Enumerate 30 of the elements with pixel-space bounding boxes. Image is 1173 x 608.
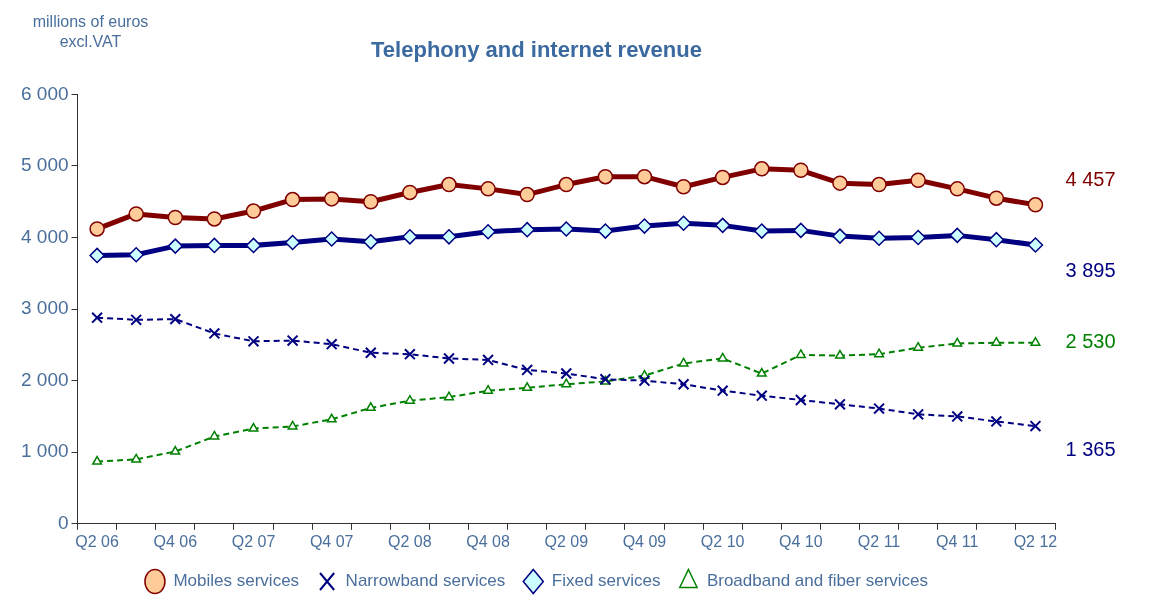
- x-tick-label: Q4 08: [466, 532, 510, 550]
- data-label: 3 895: [1065, 258, 1116, 281]
- x-tick-label: Q2 08: [388, 532, 432, 550]
- x-tick-label: Q4 09: [622, 532, 667, 550]
- x-tick-label: Q4 10: [779, 532, 823, 550]
- legend-label: Fixed services: [551, 571, 661, 591]
- x-tick-label: Q4 11: [936, 532, 979, 550]
- y-axis-title: millions of euros excl.VAT: [31, 12, 150, 52]
- x-tick-label: Q2 09: [544, 532, 589, 550]
- y-tick-label: 1 000: [21, 440, 69, 462]
- x-tick-label: Q4 07: [309, 532, 354, 550]
- x-tick-label: Q2 06: [75, 532, 119, 550]
- y-tick-label: 4 000: [21, 225, 69, 247]
- y-tick-label: 2 000: [21, 368, 69, 390]
- x-tick-label: Q2 10: [700, 532, 745, 550]
- legend-label: Mobiles services: [173, 571, 300, 591]
- x-tick-label: Q4 06: [153, 532, 198, 550]
- y-tick-label: 3 000: [21, 297, 69, 319]
- x-tick-label: Q2 11: [857, 532, 901, 550]
- x-tick-label: Q2 12: [1013, 532, 1058, 550]
- chart-title: Telephony and internet revenue: [371, 37, 702, 63]
- y-tick-label: 6 000: [21, 82, 69, 104]
- legend-label: Broadband and fiber services: [706, 571, 929, 591]
- y-tick-label: 5 000: [21, 154, 69, 176]
- data-label: 2 530: [1065, 330, 1116, 353]
- legend-label: Narrowband services: [345, 571, 506, 591]
- data-label: 1 365: [1065, 437, 1116, 460]
- y-tick-label: 0: [57, 512, 69, 534]
- x-tick-label: Q2 07: [231, 532, 276, 550]
- data-label: 4 457: [1065, 168, 1116, 191]
